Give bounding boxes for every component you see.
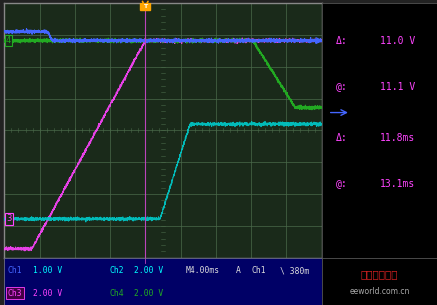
Text: M4.00ms: M4.00ms bbox=[185, 267, 219, 275]
Text: Ch2: Ch2 bbox=[109, 267, 124, 275]
Text: 2.00 V: 2.00 V bbox=[135, 289, 164, 298]
FancyBboxPatch shape bbox=[140, 3, 150, 10]
Text: 11.1 V: 11.1 V bbox=[379, 82, 415, 92]
Text: Δ:: Δ: bbox=[336, 133, 347, 143]
Text: 电子工程世界: 电子工程世界 bbox=[361, 269, 398, 279]
Text: 11.8ms: 11.8ms bbox=[379, 133, 415, 143]
Text: \ 380m: \ 380m bbox=[281, 267, 310, 275]
Text: @:: @: bbox=[336, 179, 347, 189]
Text: eeworld.com.cn: eeworld.com.cn bbox=[349, 287, 410, 296]
Text: @:: @: bbox=[336, 82, 347, 92]
Text: T: T bbox=[143, 4, 147, 9]
Text: 2.00 V: 2.00 V bbox=[135, 267, 164, 275]
Text: Δ:: Δ: bbox=[336, 36, 347, 46]
Text: Ch1: Ch1 bbox=[7, 267, 22, 275]
Text: 3: 3 bbox=[6, 214, 11, 223]
Text: A: A bbox=[236, 267, 241, 275]
Text: Ch4: Ch4 bbox=[109, 289, 124, 298]
Text: 2.00 V: 2.00 V bbox=[33, 289, 62, 298]
Text: 1.00 V: 1.00 V bbox=[33, 267, 62, 275]
Text: 11.0 V: 11.0 V bbox=[379, 36, 415, 46]
Text: Ch3: Ch3 bbox=[7, 289, 22, 298]
Text: Ch1: Ch1 bbox=[252, 267, 267, 275]
Text: 4: 4 bbox=[6, 36, 11, 45]
Text: 13.1ms: 13.1ms bbox=[379, 179, 415, 189]
